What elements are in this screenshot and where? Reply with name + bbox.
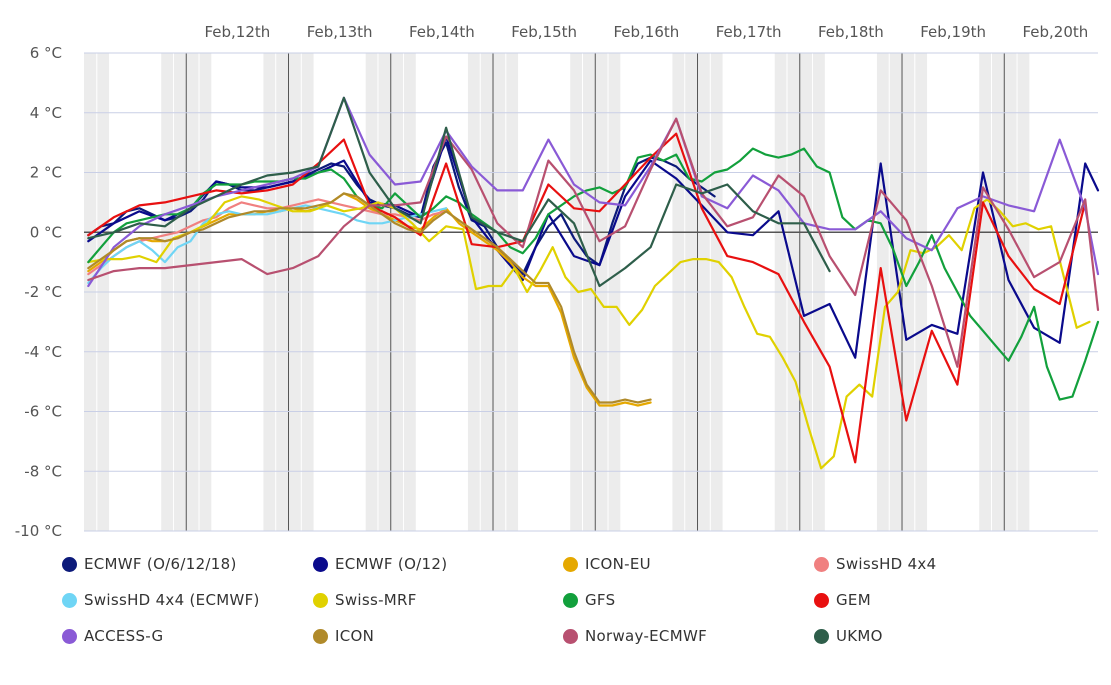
legend-item[interactable]: ICON bbox=[313, 626, 374, 646]
legend-label: Swiss-MRF bbox=[335, 591, 417, 609]
series-line-ukmo bbox=[87, 96, 831, 288]
series-line-gem bbox=[87, 132, 1087, 464]
legend-swatch bbox=[62, 628, 77, 644]
legend-swatch bbox=[313, 628, 328, 644]
legend-item[interactable]: UKMO bbox=[814, 626, 883, 646]
legend-item[interactable]: SwissHD 4x4 bbox=[814, 554, 936, 574]
x-axis-tick-labels: Feb,12th Feb,13th Feb,14th Feb,15th Feb,16th… bbox=[204, 23, 1088, 41]
legend-item[interactable]: Norway-ECMWF bbox=[563, 626, 707, 646]
legend-label: ECMWF (O/6/12/18) bbox=[84, 555, 237, 573]
legend-swatch bbox=[814, 556, 829, 572]
legend-item[interactable]: SwissHD 4x4 (ECMWF) bbox=[62, 590, 260, 610]
legend-label: UKMO bbox=[836, 627, 883, 645]
legend-swatch bbox=[313, 556, 328, 572]
x-tick-label: Feb,19th bbox=[920, 23, 986, 41]
x-tick-label: Feb,16th bbox=[613, 23, 679, 41]
legend-label: Norway-ECMWF bbox=[585, 627, 708, 645]
legend-swatch bbox=[313, 592, 328, 608]
series-line-swisshd-4x4-ecmwf bbox=[87, 204, 448, 285]
legend-swatch bbox=[62, 556, 77, 572]
legend-item[interactable]: Swiss-MRF bbox=[313, 590, 417, 610]
y-axis-tick-labels: 6 °C 4 °C 2 °C 0 °C -2 °C -4 °C -6 °C -8 °C -10 … bbox=[15, 44, 62, 540]
legend-swatch bbox=[563, 556, 578, 572]
legend-swatch bbox=[563, 628, 578, 644]
legend-item[interactable]: ICON-EU bbox=[563, 554, 651, 574]
x-tick-label: Feb,13th bbox=[307, 23, 373, 41]
x-tick-label: Feb,18th bbox=[818, 23, 884, 41]
legend-item[interactable]: ECMWF (O/12) bbox=[313, 554, 447, 574]
x-tick-label: Feb,20th bbox=[1022, 23, 1088, 41]
legend-item[interactable]: GEM bbox=[814, 590, 871, 610]
legend-item[interactable]: ECMWF (O/6/12/18) bbox=[62, 554, 237, 574]
series-line-gfs bbox=[87, 147, 1100, 401]
y-tick-label: -8 °C bbox=[24, 462, 62, 480]
legend-label: SwissHD 4x4 (ECMWF) bbox=[84, 591, 260, 609]
series-line-swiss-mrf bbox=[87, 195, 1091, 470]
legend-label: ACCESS-G bbox=[84, 627, 164, 645]
legend-label: GEM bbox=[836, 591, 871, 609]
legend-swatch bbox=[62, 592, 77, 608]
legend-label: SwissHD 4x4 bbox=[836, 555, 937, 573]
legend-swatch bbox=[814, 628, 829, 644]
legend-label: GFS bbox=[585, 591, 616, 609]
legend-item[interactable]: ACCESS-G bbox=[62, 626, 163, 646]
series-line-access-g bbox=[87, 96, 1100, 288]
legend-label: ICON-EU bbox=[585, 555, 651, 573]
y-tick-label: 6 °C bbox=[30, 44, 62, 62]
legend-label: ECMWF (O/12) bbox=[335, 555, 448, 573]
legend-item[interactable]: GFS bbox=[563, 590, 615, 610]
y-tick-label: -10 °C bbox=[15, 522, 62, 540]
y-tick-label: -2 °C bbox=[24, 283, 62, 301]
x-tick-label: Feb,15th bbox=[511, 23, 577, 41]
y-tick-label: -6 °C bbox=[24, 403, 62, 421]
series-lines bbox=[87, 96, 1100, 470]
legend-swatch bbox=[563, 592, 578, 608]
y-tick-label: -4 °C bbox=[24, 343, 62, 361]
x-tick-label: Feb,14th bbox=[409, 23, 475, 41]
y-tick-label: 0 °C bbox=[30, 223, 62, 241]
series-line-norway-ecmwf bbox=[87, 117, 1100, 368]
legend-swatch bbox=[814, 592, 829, 608]
x-tick-label: Feb,12th bbox=[204, 23, 270, 41]
horizontal-gridlines bbox=[84, 52, 1098, 532]
legend-label: ICON bbox=[335, 627, 375, 645]
y-tick-label: 2 °C bbox=[30, 164, 62, 182]
x-tick-label: Feb,17th bbox=[716, 23, 782, 41]
y-tick-label: 4 °C bbox=[30, 104, 62, 122]
